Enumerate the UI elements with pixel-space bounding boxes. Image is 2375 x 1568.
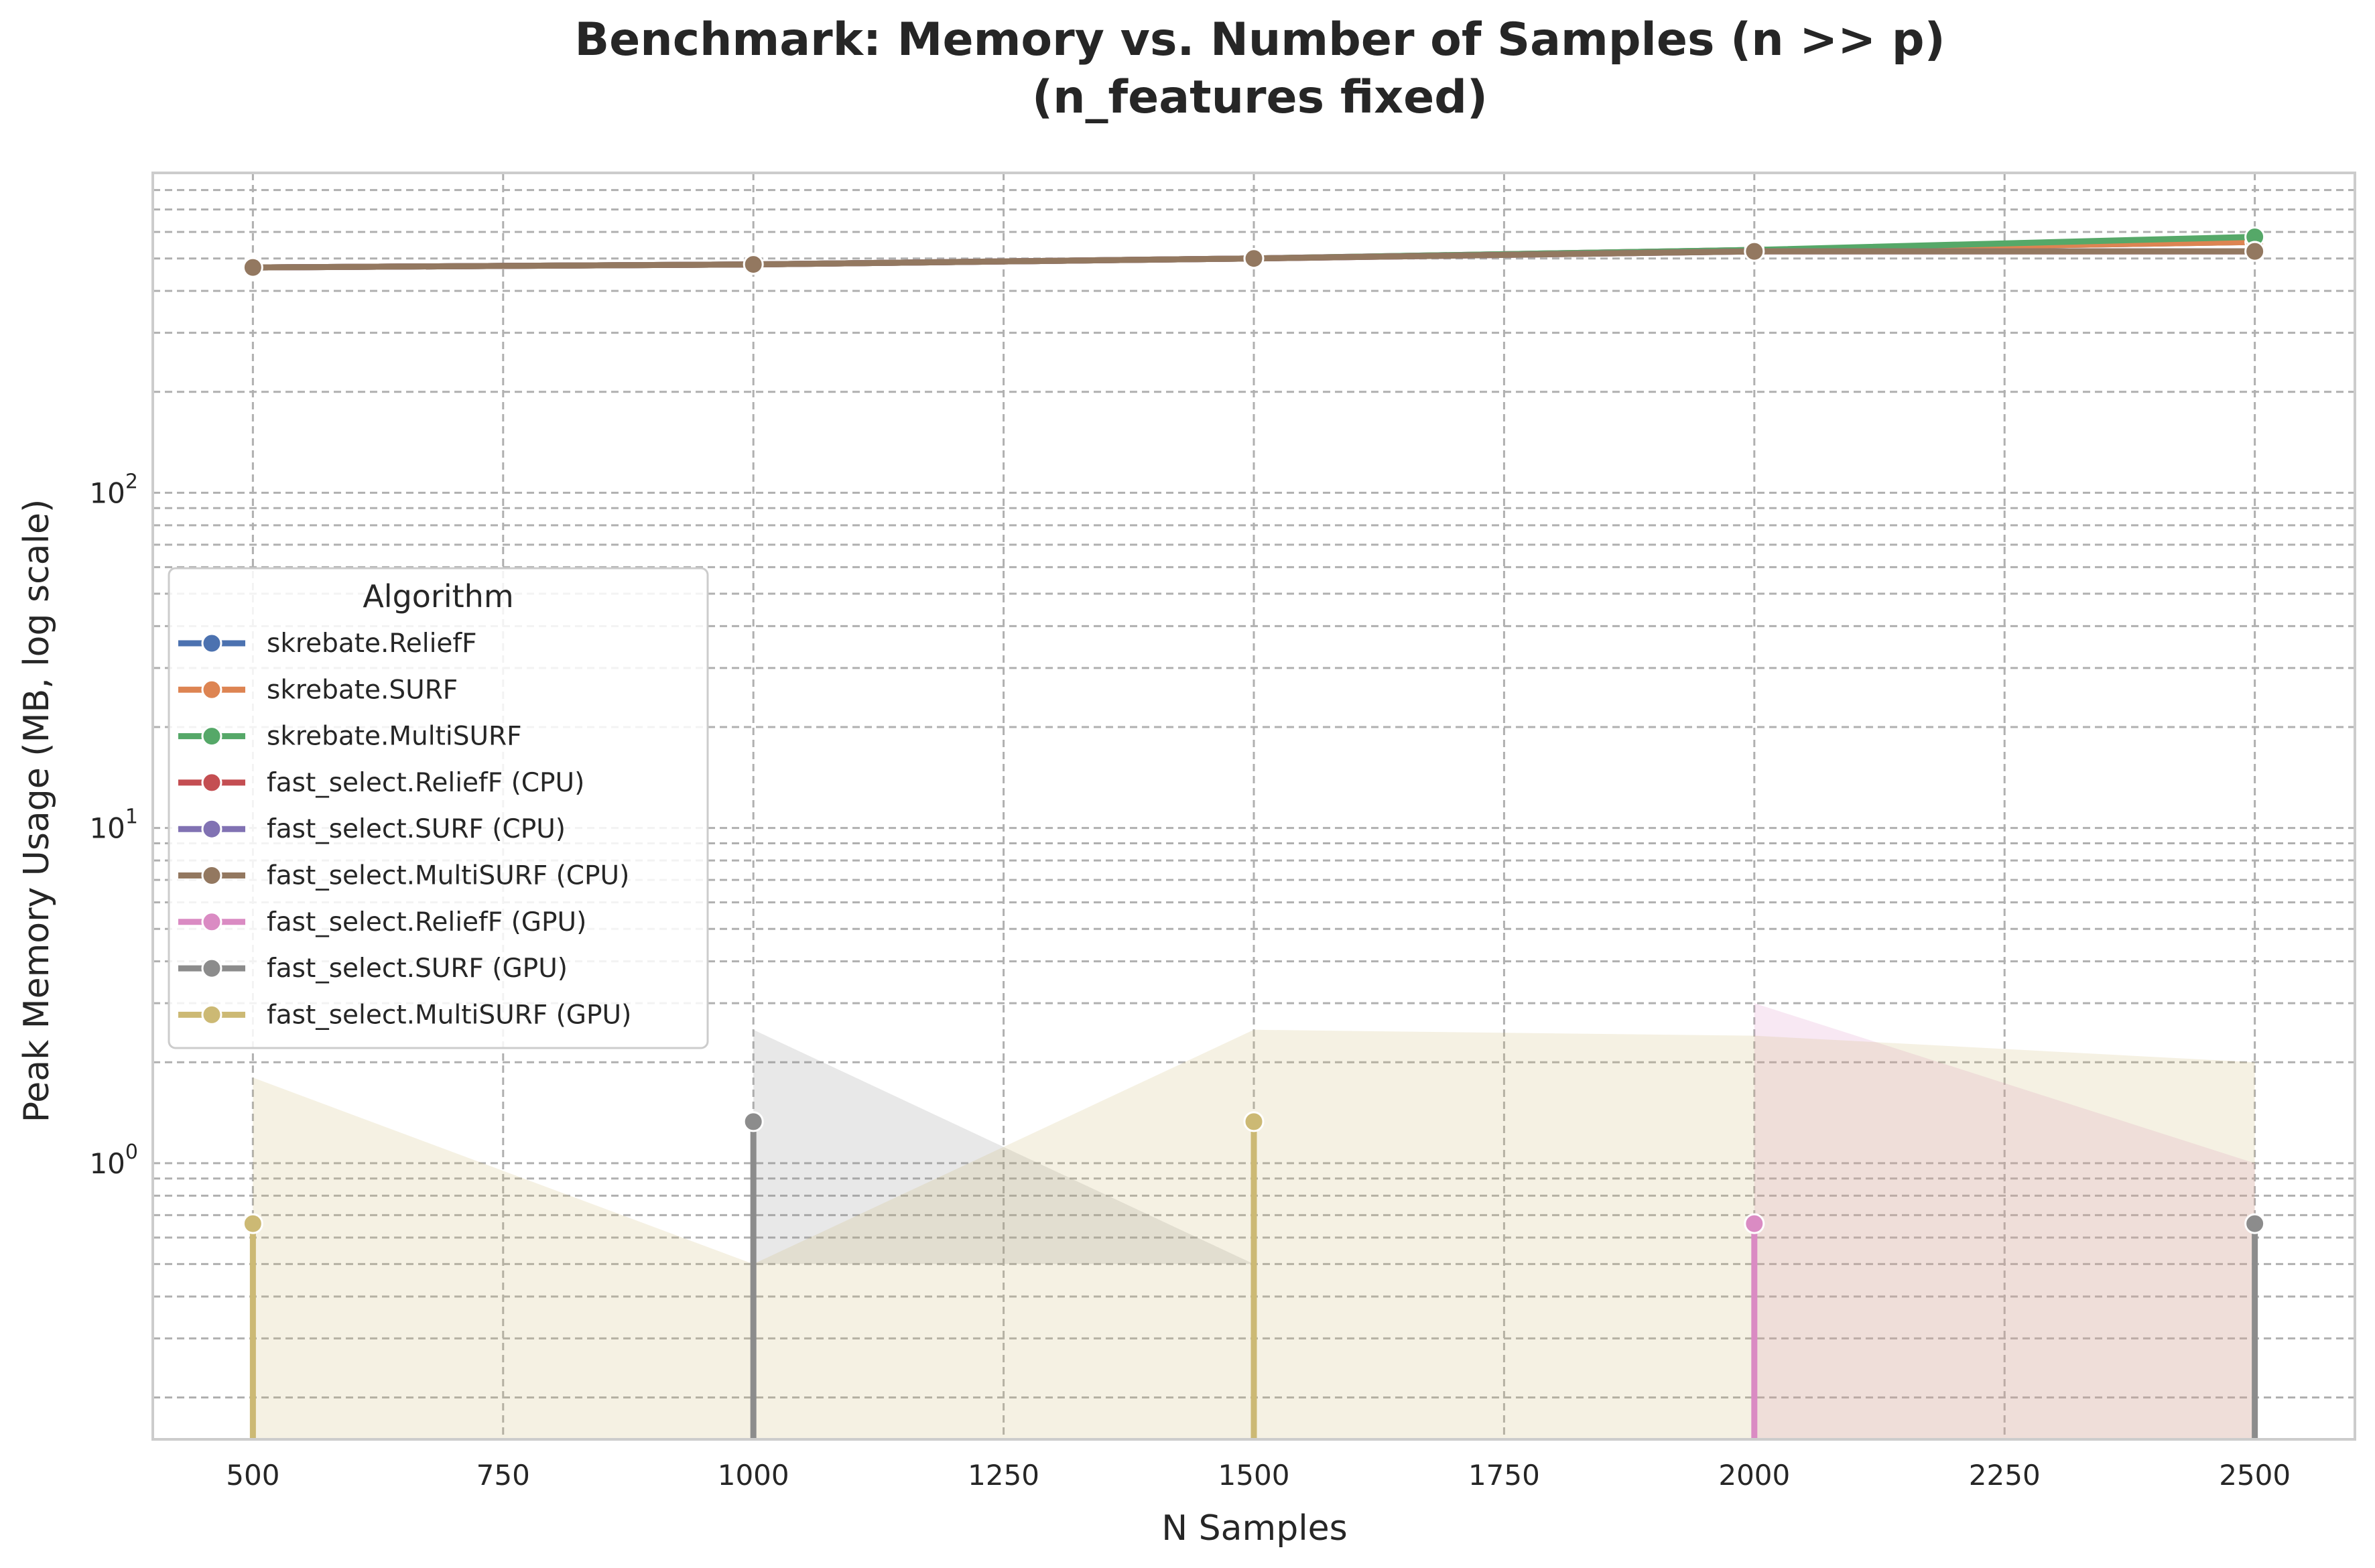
legend-marker xyxy=(201,772,222,793)
plot-frame xyxy=(151,172,2356,1441)
chart-title-line-2: (n_features fixed) xyxy=(1032,71,1488,124)
legend-entry-label: fast_select.MultiSURF (CPU) xyxy=(267,861,629,891)
confidence-band xyxy=(1754,1003,2255,1439)
x-axis-label: N Samples xyxy=(1161,1508,1348,1549)
data-point xyxy=(242,257,263,278)
x-tick-label: 2250 xyxy=(1969,1459,2041,1492)
legend-title: Algorithm xyxy=(363,578,513,614)
x-tick-label: 500 xyxy=(226,1459,279,1492)
x-tick-label: 1000 xyxy=(718,1459,789,1492)
legend-entry-label: skrebate.MultiSURF xyxy=(267,722,522,752)
legend-entry-label: fast_select.MultiSURF (GPU) xyxy=(267,1000,631,1030)
axis-ticks: 500 750 1000 1250 1500 1750 2000 2250 2500 100 101… xyxy=(89,470,2291,1492)
legend-entry-label: fast_select.ReliefF (GPU) xyxy=(267,907,586,937)
data-point xyxy=(242,1213,263,1234)
x-tick-label: 2500 xyxy=(2219,1459,2291,1492)
y-tick-label: 102 xyxy=(89,470,138,509)
x-tick-label: 750 xyxy=(476,1459,530,1492)
y-tick-label: 101 xyxy=(89,805,138,845)
legend: Algorithm skrebate.ReliefF skrebate.SURF sk… xyxy=(168,567,709,1049)
legend-entry-label: skrebate.SURF xyxy=(267,675,458,705)
legend-entry-label: fast_select.SURF (CPU) xyxy=(267,814,566,844)
plot-area-border xyxy=(151,172,2356,1441)
legend-marker xyxy=(201,818,222,840)
chart-title-line-1: Benchmark: Memory vs. Number of Samples … xyxy=(574,13,1945,66)
x-tick-label: 1750 xyxy=(1468,1459,1540,1492)
data-point xyxy=(2244,241,2266,262)
data-point xyxy=(743,1111,764,1132)
data-point xyxy=(2244,1213,2266,1234)
data-point xyxy=(743,254,764,275)
legend-marker xyxy=(201,1004,222,1025)
y-axis-label: Peak Memory Usage (MB, log scale) xyxy=(17,499,57,1123)
series-lines xyxy=(242,226,2266,1439)
data-point xyxy=(1744,241,1765,262)
y-tick-label: 100 xyxy=(89,1140,138,1180)
legend-marker xyxy=(201,911,222,933)
legend-marker xyxy=(201,633,222,654)
legend-entry-label: skrebate.ReliefF xyxy=(267,629,477,659)
x-tick-label: 1250 xyxy=(968,1459,1039,1492)
legend-marker xyxy=(201,865,222,886)
x-tick-label: 2000 xyxy=(1718,1459,1790,1492)
x-tick-label: 1500 xyxy=(1218,1459,1290,1492)
data-point xyxy=(1243,1111,1265,1132)
legend-entry-label: fast_select.SURF (GPU) xyxy=(267,954,568,984)
legend-marker xyxy=(201,958,222,979)
data-point xyxy=(1243,248,1265,269)
legend-box xyxy=(168,567,709,1049)
data-point xyxy=(1744,1213,1765,1234)
confidence-band xyxy=(753,1029,1254,1264)
legend-marker xyxy=(201,726,222,747)
legend-entry-label: fast_select.ReliefF (CPU) xyxy=(267,768,584,798)
legend-marker xyxy=(201,679,222,700)
